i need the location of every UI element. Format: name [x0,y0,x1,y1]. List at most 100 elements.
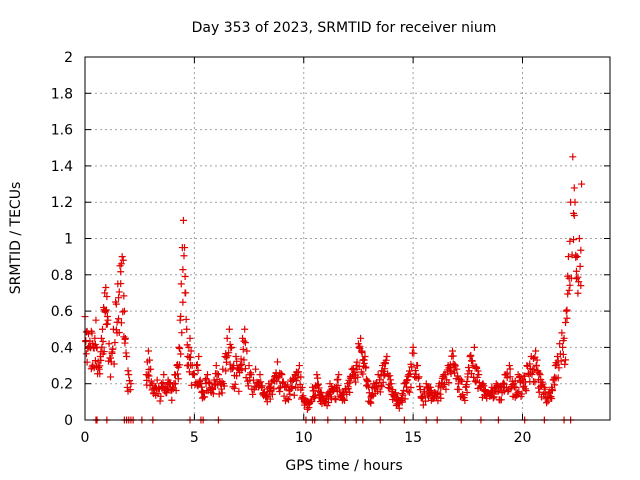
data-point [143,376,151,384]
grid [85,57,610,420]
data-point [231,380,239,388]
data-point [461,396,469,404]
data-point [179,216,187,224]
data-point [521,372,529,380]
data-point [556,340,564,348]
data-point [534,368,542,376]
data-point [454,380,462,388]
data-point [577,282,585,290]
data-point [352,378,360,386]
data-point [473,373,481,381]
data-point [103,293,111,301]
data-point [181,244,189,252]
data-point [298,393,306,401]
data-point [277,370,285,378]
y-tick-label: 0.8 [51,268,73,284]
data-point [363,377,371,385]
data-point [405,388,413,396]
data-point [360,359,368,367]
data-point [233,357,241,365]
data-point [413,361,421,369]
data-point [559,337,567,345]
data-point [218,389,226,397]
data-point [284,396,292,404]
y-tick-label: 1.4 [51,159,73,175]
data-point [350,374,358,382]
data-point [492,380,500,388]
data-point [357,334,365,342]
data-point [555,364,563,372]
data-point [389,386,397,394]
data-point [252,365,260,373]
data-point [290,391,298,399]
data-point [292,377,300,385]
data-point [353,358,361,366]
data-point [122,349,130,357]
data-point [213,370,221,378]
data-point [91,340,99,348]
data-point [102,284,110,292]
data-point [398,390,406,398]
data-point [544,397,552,405]
data-point [174,370,182,378]
data-point [107,354,115,362]
data-point [121,339,129,347]
data-point [145,372,153,380]
x-tick-label: 5 [190,430,199,446]
data-point [554,374,562,382]
data-point [472,378,480,386]
chart-title: Day 353 of 2023, SRMTID for receiver niu… [192,20,497,36]
data-point [578,180,586,188]
data-point [249,390,257,398]
data-point [376,376,384,384]
data-point [182,315,190,323]
data-point [303,405,311,413]
data-point [112,300,120,308]
data-point [478,380,486,388]
data-point [354,373,362,381]
data-point [334,381,342,389]
data-point [437,394,445,402]
data-point [325,399,333,407]
data-point [240,337,248,345]
data-point [574,273,582,281]
data-point [266,395,274,403]
data-point [490,393,498,401]
data-point [222,358,230,366]
data-point [419,401,427,409]
data-point [176,361,184,369]
y-tick-label: 1.6 [51,123,73,139]
data-point [559,350,567,358]
data-point [179,266,187,274]
data-point [227,344,235,352]
x-tick-label: 15 [404,430,422,446]
data-point [566,281,574,289]
data-point [226,340,234,348]
data-point [245,362,253,370]
data-point [572,251,580,259]
data-point [576,262,584,270]
data-point [115,288,123,296]
data-point [212,362,220,370]
data-point [295,368,303,376]
data-point [111,339,119,347]
data-point [194,366,202,374]
data-point [160,371,168,379]
data-point [195,352,203,360]
data-point [97,334,105,342]
data-point [376,388,384,396]
x-tick-label: 20 [514,430,532,446]
data-point [466,352,474,360]
data-point [107,373,115,381]
data-point [96,370,104,378]
data-point [223,334,231,342]
data-point [313,371,321,379]
data-point [575,278,583,286]
x-tick-label: 10 [295,430,313,446]
data-point [334,375,342,383]
data-point [181,272,189,280]
data-point [331,395,339,403]
data-point [416,382,424,390]
data-point [98,343,106,351]
data-point [395,404,403,412]
